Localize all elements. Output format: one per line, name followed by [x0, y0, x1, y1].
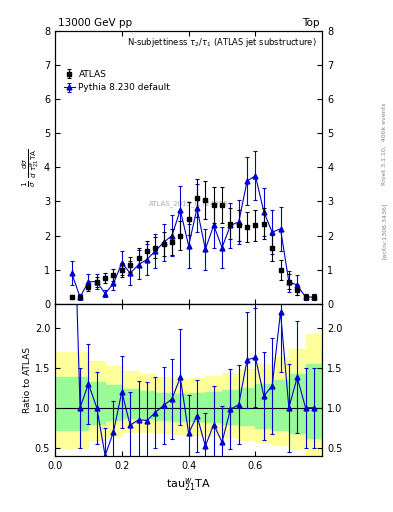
Y-axis label: $\frac{1}{\sigma}$ $\frac{d\sigma}{d\ \tau_{21}^{w}\mathrm{TA}}$: $\frac{1}{\sigma}$ $\frac{d\sigma}{d\ \t… [20, 148, 41, 187]
Text: ATLAS_2019_I1724098: ATLAS_2019_I1724098 [149, 200, 228, 207]
Text: Rivet 3.1.10,  400k events: Rivet 3.1.10, 400k events [382, 102, 387, 185]
Text: 13000 GeV pp: 13000 GeV pp [58, 18, 132, 28]
Y-axis label: Ratio to ATLAS: Ratio to ATLAS [23, 347, 32, 413]
Text: N-subjettiness $\tau_2/\tau_1$ (ATLAS jet substructure): N-subjettiness $\tau_2/\tau_1$ (ATLAS je… [127, 36, 317, 49]
X-axis label: tau$_{21}^{w}$TA: tau$_{21}^{w}$TA [166, 476, 211, 493]
Text: [arXiv:1306.3436]: [arXiv:1306.3436] [382, 202, 387, 259]
Text: Top: Top [302, 18, 320, 28]
Legend: ATLAS, Pythia 8.230 default: ATLAS, Pythia 8.230 default [62, 68, 172, 94]
